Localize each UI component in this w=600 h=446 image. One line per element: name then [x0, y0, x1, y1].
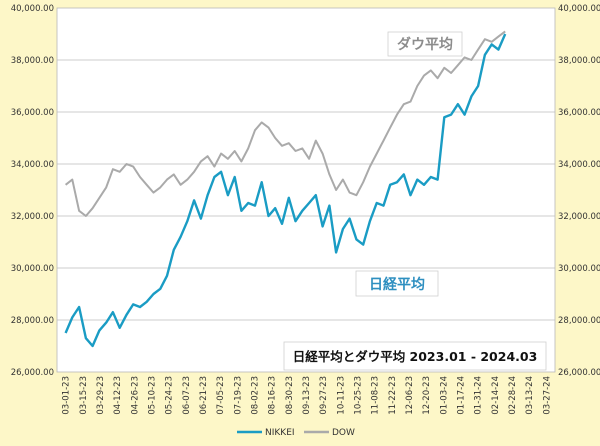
y-tick-label-right: 30,000.00 [558, 264, 600, 274]
y-axis-right: 26,000.00 28,000.00 30,000.00 32,000.00 34,0… [558, 4, 600, 378]
x-tick-label: 02-28-24 [508, 376, 518, 415]
y-tick-label-right: 26,000.00 [558, 368, 600, 378]
legend-label-dow: DOW [332, 428, 355, 438]
y-tick-label-left: 32,000.00 [11, 212, 54, 222]
series-line-dow [64, 30, 506, 217]
x-tick-label: 01-03-24 [439, 376, 449, 415]
x-tick-label: 07-19-23 [233, 376, 243, 415]
y-tick-label-left: 36,000.00 [11, 108, 54, 118]
x-tick-label: 08-02-23 [250, 376, 260, 415]
y-tick-label-right: 38,000.00 [558, 56, 600, 66]
x-tick-label: 04-26-23 [130, 376, 140, 415]
legend: NIKKEI DOW [237, 428, 355, 438]
chart-title-box [283, 341, 547, 371]
legend-label-nikkei: NIKKEI [265, 428, 295, 438]
x-tick-label: 03-27-24 [542, 376, 552, 415]
x-tick-label: 08-16-23 [268, 376, 278, 415]
x-tick-label: 10-11-23 [336, 376, 346, 415]
x-tick-label: 08-30-23 [285, 376, 295, 415]
y-tick-label-left: 38,000.00 [11, 56, 54, 66]
y-axis-left: 26,000.00 28,000.00 30,000.00 32,000.00 34,0… [11, 4, 54, 378]
x-tick-label: 06-07-23 [182, 376, 192, 415]
plot-area [56, 7, 556, 373]
y-tick-label-right: 36,000.00 [558, 108, 600, 118]
x-tick-label: 05-10-23 [147, 376, 157, 415]
y-tick-label-left: 28,000.00 [11, 316, 54, 326]
y-tick-label-left: 26,000.00 [11, 368, 54, 378]
x-tick-label: 09-13-23 [302, 376, 312, 415]
y-tick-label-right: 40,000.00 [558, 4, 600, 14]
y-tick-label-right: 32,000.00 [558, 212, 600, 222]
nikkei-annotation: 日経平均 [369, 276, 425, 293]
y-tick-label-left: 30,000.00 [11, 264, 54, 274]
chart-title: 日経平均とダウ平均 2023.01 - 2024.03 [293, 349, 538, 364]
x-tick-label: 11-08-23 [371, 376, 381, 415]
dow-annotation-box [387, 31, 463, 57]
x-tick-label: 07-05-23 [216, 376, 226, 415]
x-tick-label: 12-06-23 [405, 376, 415, 415]
x-tick-label: 03-29-23 [96, 376, 106, 415]
x-tick-label: 10-25-23 [354, 376, 364, 415]
x-tick-label: 09-27-23 [319, 376, 329, 415]
series-line-nikkei [64, 33, 507, 348]
x-tick-label: 06-21-23 [199, 376, 209, 415]
x-tick-label: 05-24-23 [165, 376, 175, 415]
series-lines [64, 30, 507, 348]
x-tick-label: 01-31-24 [474, 376, 484, 415]
y-tick-label-left: 34,000.00 [11, 160, 54, 170]
x-tick-label: 03-15-23 [79, 376, 89, 415]
x-tick-label: 12-20-23 [422, 376, 432, 415]
x-tick-label: 01-17-24 [457, 376, 467, 415]
y-tick-label-right: 28,000.00 [558, 316, 600, 326]
dow-annotation: ダウ平均 [397, 36, 453, 53]
x-tick-label: 03-13-24 [525, 376, 535, 415]
x-tick-label: 11-22-23 [388, 376, 398, 415]
x-tick-label: 03-01-23 [62, 376, 72, 415]
x-tick-label: 04-12-23 [113, 376, 123, 415]
nikkei-annotation-box [355, 270, 439, 297]
y-tick-label-right: 34,000.00 [558, 160, 600, 170]
x-tick-label: 02-14-24 [491, 376, 501, 415]
y-tick-label-left: 40,000.00 [11, 4, 54, 14]
x-axis: 03-01-23 03-15-23 03-29-23 04-12-23 04-26-23… [62, 376, 553, 415]
